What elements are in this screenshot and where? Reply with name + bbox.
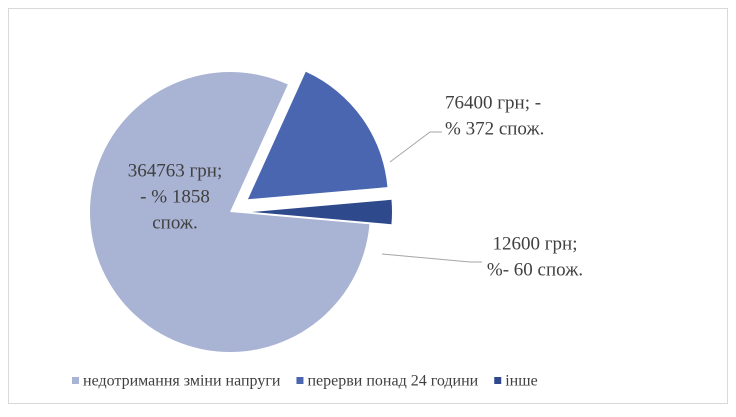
pie-slice [252,199,392,225]
data-label: спож. [152,212,198,233]
legend-label: недотримання зміни напруги [83,373,281,390]
legend-label: інше [505,373,537,390]
legend-swatch [72,377,79,384]
data-label: 12600 грн; [493,233,578,254]
data-label: %- 60 спож. [487,259,583,280]
legend-swatch [296,377,304,384]
leader-line [389,131,442,163]
legend-swatch [494,377,502,384]
data-label: 364763 грн; [128,160,223,181]
leader-line [381,253,482,263]
legend-label: перерви понад 24 години [307,373,478,390]
data-label: % 372 спож. [445,118,544,139]
pie-slice [247,71,388,200]
data-label: - % 1858 [140,186,210,207]
data-label: 76400 грн; - [445,92,541,113]
pie-slice [90,71,370,352]
